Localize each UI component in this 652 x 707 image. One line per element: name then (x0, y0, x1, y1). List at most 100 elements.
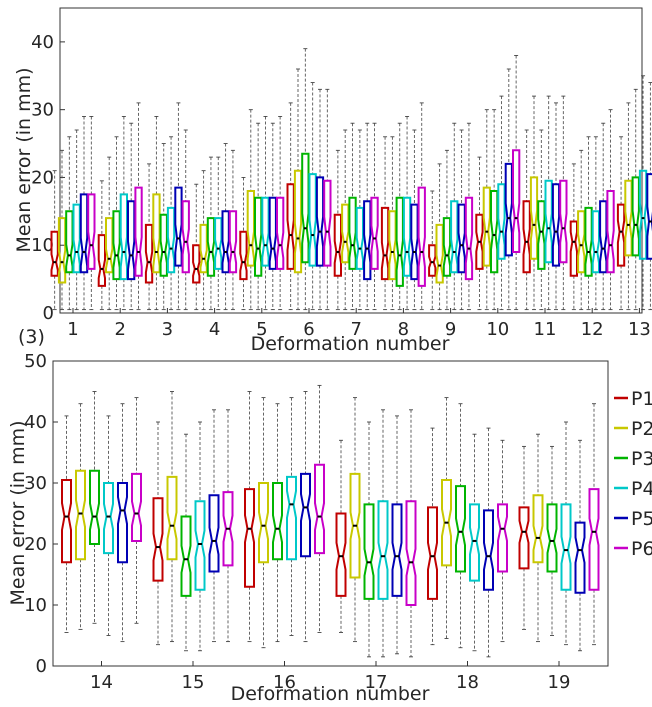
bottom-xtick-label: 17 (365, 672, 388, 693)
top-box-p6 (417, 186, 426, 287)
top-box-p5 (268, 196, 277, 270)
top-box-p2 (624, 179, 633, 257)
bottom-box-p3 (546, 503, 558, 573)
top-box-p5 (504, 162, 513, 257)
top-xtick-label: 3 (162, 319, 173, 340)
top-box-p1 (616, 203, 626, 267)
bottom-box-p1 (61, 479, 72, 564)
top-box-p2 (341, 203, 350, 264)
top-xtick-label: 4 (209, 319, 220, 340)
top-box-p4 (497, 183, 506, 260)
bottom-box-p6 (314, 463, 325, 555)
top-ytick-label: 0 (43, 303, 54, 324)
bottom-xtick-label: 19 (548, 672, 571, 693)
top-box-p3 (254, 196, 263, 277)
top-xtick-label: 9 (445, 319, 456, 340)
top-box-p3 (112, 210, 121, 281)
top-box-p4 (308, 173, 317, 267)
bottom-box-p5 (391, 503, 403, 597)
bottom-xlabel: Deformation number (231, 683, 430, 705)
top-box-p3 (537, 200, 546, 270)
top-box-p3 (65, 210, 74, 274)
top-box-p6 (276, 196, 285, 270)
bottom-ytick-label: 30 (24, 473, 47, 494)
bottom-box-p2 (258, 482, 269, 564)
legend: P1 P2 P3 P4 P5 P6 (614, 388, 652, 560)
top-box-p4 (591, 210, 600, 274)
top-box-p1 (428, 244, 437, 277)
bottom-box-p3 (89, 469, 100, 545)
bottom-xtick-label: 15 (182, 672, 205, 693)
bottom-box-p4 (286, 475, 297, 561)
top-ytick-label: 10 (31, 235, 54, 256)
top-box-p6 (370, 196, 379, 270)
top-box-p3 (159, 213, 168, 277)
bottom-box-p5 (483, 509, 494, 591)
bottom-box-p6 (131, 472, 142, 542)
top-box-p6 (181, 200, 190, 274)
bottom-box-p4 (469, 503, 480, 582)
top-box-p4 (638, 169, 648, 260)
bottom-box-p2 (75, 469, 86, 561)
bottom-xtick-label: 14 (90, 672, 113, 693)
panel-label: (3) (18, 326, 45, 348)
top-box-p6 (559, 179, 568, 264)
top-box-p4 (261, 196, 270, 267)
top-box-p4 (119, 193, 128, 281)
top-box-p3 (584, 206, 593, 277)
bottom-box-p4 (560, 503, 572, 591)
bottom-box-p1 (518, 506, 530, 570)
bottom-box-p5 (117, 482, 128, 564)
top-box-p6 (134, 186, 143, 277)
top-xtick-label: 12 (581, 319, 604, 340)
top-box-p2 (199, 223, 208, 274)
bottom-box-p2 (532, 494, 544, 564)
top-box-p5 (646, 173, 652, 260)
top-box-p1 (239, 230, 248, 281)
top-box-p4 (402, 196, 412, 277)
bottom-box-p3 (363, 503, 375, 600)
bottom-box-p2 (166, 475, 178, 561)
bottom-ytick-label: 50 (24, 351, 47, 372)
legend-label-p6: P6 (631, 538, 652, 560)
bottom-box-p6 (405, 500, 417, 606)
bottom-box-p5 (208, 494, 220, 573)
top-box-p1 (333, 213, 342, 277)
top-box-p1 (50, 230, 59, 277)
legend-label-p2: P2 (631, 418, 652, 440)
top-box-p2 (529, 176, 539, 260)
top-box-p5 (174, 186, 183, 267)
top-box-p4 (166, 206, 176, 274)
top-box-p3 (631, 176, 640, 257)
bottom-box-p1 (335, 512, 347, 597)
bottom-box-p1 (152, 497, 164, 582)
top-box-p4 (72, 203, 81, 274)
legend-label-p3: P3 (631, 448, 652, 470)
top-box-p6 (512, 149, 521, 253)
top-box-p5 (599, 200, 608, 274)
top-box-p4 (450, 200, 459, 274)
bottom-box-p4 (194, 500, 206, 591)
bottom-box-p2 (441, 479, 452, 567)
bottom-box-p6 (588, 488, 600, 591)
bottom-ytick-label: 0 (36, 656, 47, 677)
top-box-p2 (388, 210, 397, 281)
top-box-p4 (214, 217, 223, 270)
bottom-box-p1 (244, 488, 255, 588)
top-box-p1 (380, 206, 390, 281)
legend-label-p4: P4 (631, 478, 652, 500)
bottom-xtick-label: 16 (273, 672, 296, 693)
top-box-p2 (57, 217, 67, 284)
top-box-p2 (435, 223, 444, 284)
bottom-box-p6 (222, 491, 234, 567)
bottom-box-p3 (455, 485, 466, 573)
top-xtick-label: 2 (114, 319, 125, 340)
top-box-p1 (97, 234, 106, 287)
top-box-p3 (301, 152, 310, 264)
top-xtick-label: 7 (350, 319, 361, 340)
bottom-ytick-label: 20 (24, 534, 47, 555)
bottom-box-p2 (349, 472, 361, 579)
bottom-box-p5 (574, 521, 586, 594)
bottom-box-p3 (180, 515, 192, 597)
